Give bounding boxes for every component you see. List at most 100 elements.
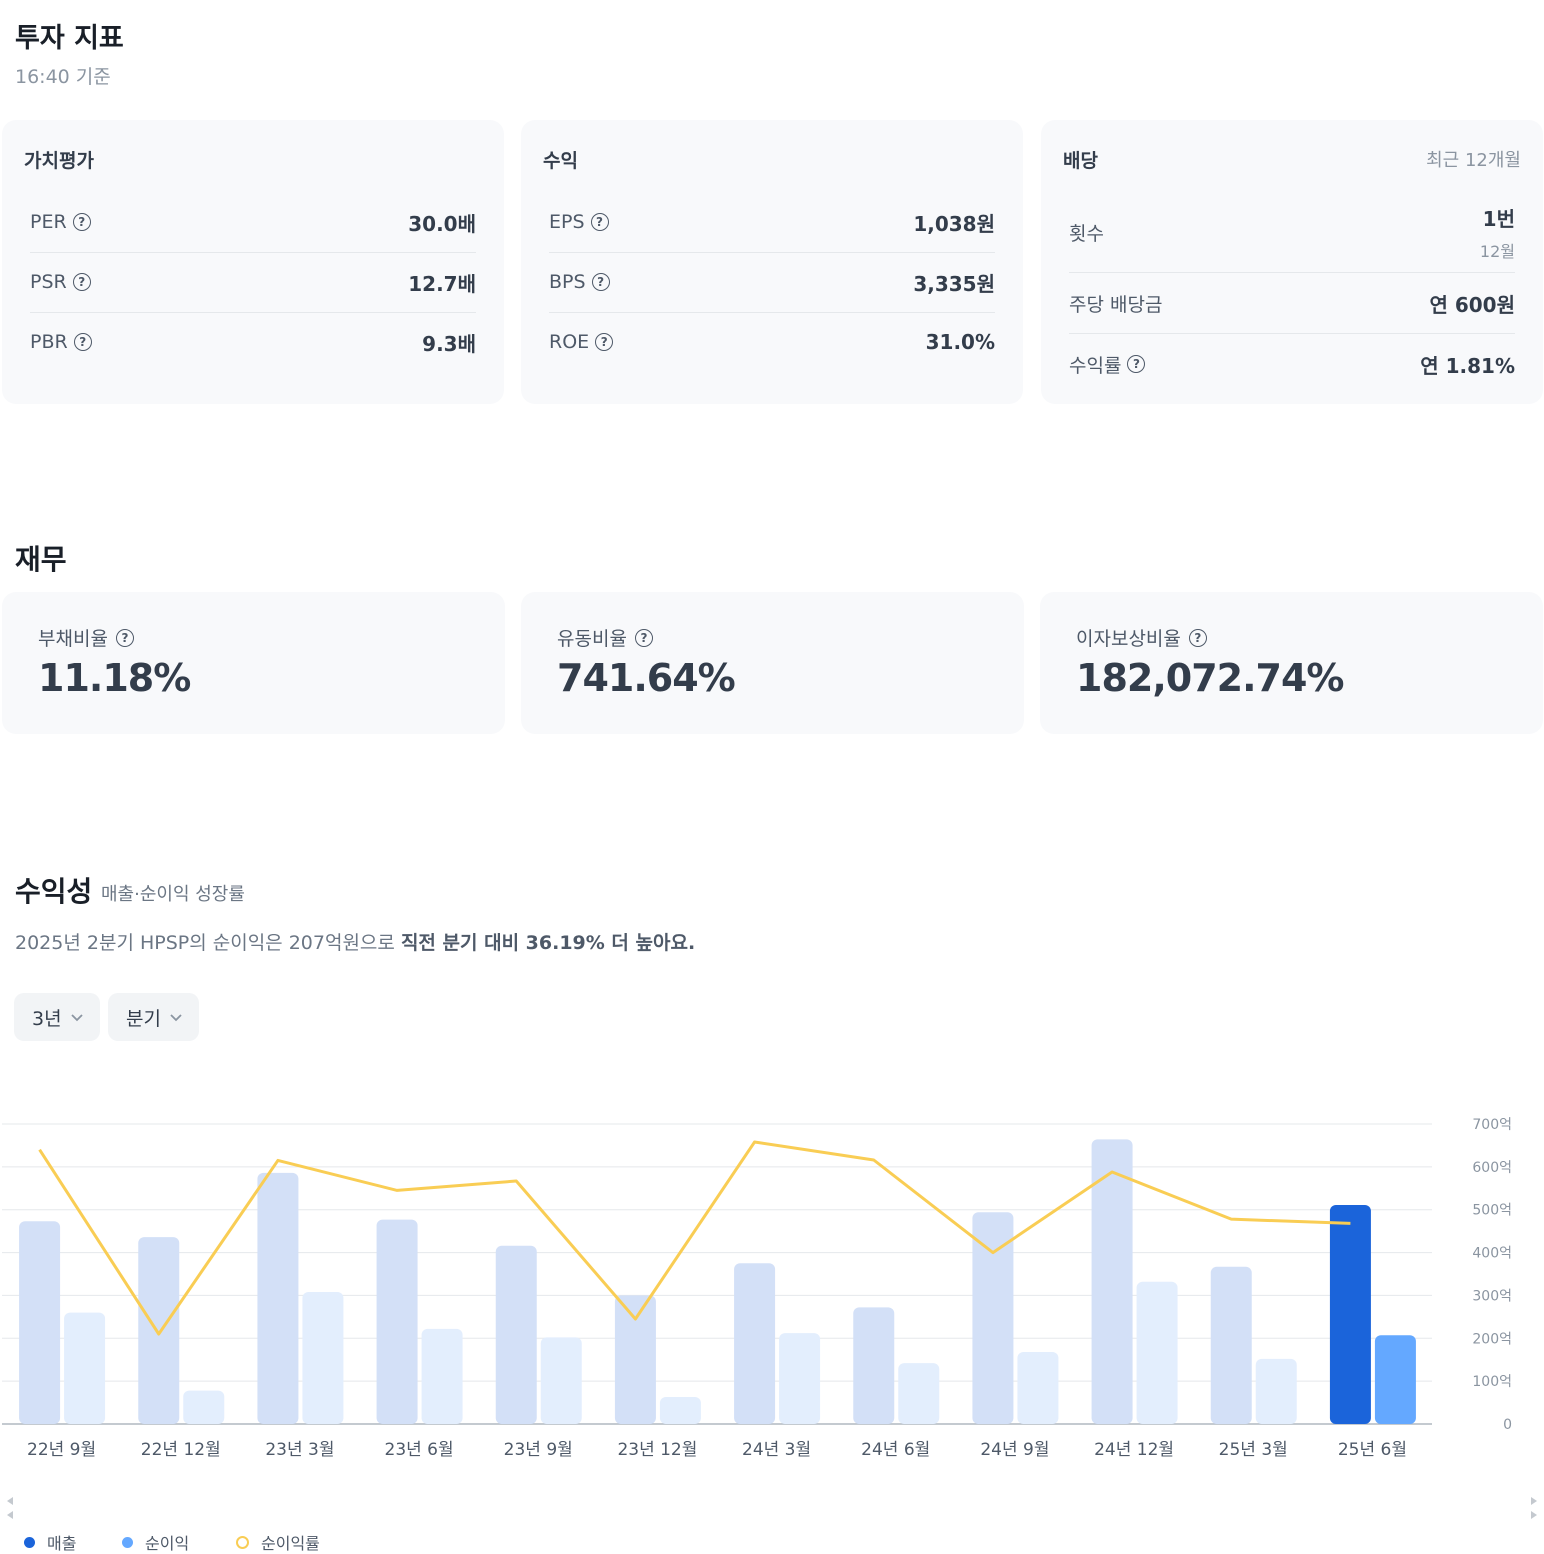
x-tick-label: 24년 3월 bbox=[742, 1440, 811, 1460]
x-tick-label: 24년 6월 bbox=[861, 1440, 930, 1460]
timestamp: 16:40 기준 bbox=[15, 66, 111, 88]
help-circle-icon[interactable]: ? bbox=[634, 628, 653, 647]
metric-row-psr[interactable]: PSR? 12.7배 bbox=[30, 252, 476, 313]
metric-value: 31.0% bbox=[925, 330, 995, 354]
revenue-bar bbox=[257, 1172, 299, 1424]
metric-value: 1번 bbox=[1482, 206, 1515, 231]
period-dropdown-label: 분기 bbox=[126, 1007, 161, 1030]
dividend-period: 최근 12개월 bbox=[1426, 150, 1521, 171]
finance-label: 부채비율 bbox=[38, 628, 108, 650]
finance-value: 11.18% bbox=[38, 656, 191, 700]
metric-value: 9.3배 bbox=[422, 331, 476, 356]
metric-value: 연 600원 bbox=[1429, 292, 1515, 317]
help-circle-icon[interactable]: ? bbox=[595, 333, 614, 351]
help-circle-icon[interactable]: ? bbox=[591, 273, 610, 291]
net-income-bar bbox=[659, 1397, 701, 1424]
revenue-bar bbox=[495, 1245, 537, 1424]
card-title: 가치평가 bbox=[24, 150, 94, 172]
margin-line bbox=[38, 1140, 1351, 1336]
metric-value: 30.0배 bbox=[408, 211, 476, 236]
metric-value: 3,335원 bbox=[913, 271, 995, 296]
help-circle-icon[interactable]: ? bbox=[115, 628, 134, 647]
dividend-per-share-row: 주당 배당금 연 600원 bbox=[1069, 273, 1515, 334]
x-tick-label: 23년 3월 bbox=[265, 1440, 334, 1460]
help-circle-icon[interactable]: ? bbox=[72, 273, 91, 291]
scroll-right-arrow-icon[interactable] bbox=[1529, 1496, 1539, 1522]
help-circle-icon[interactable]: ? bbox=[1127, 355, 1146, 373]
valuation-card: 가치평가 PER? 30.0배 PSR? 12.7배 PBR? 9.3배 bbox=[2, 120, 504, 404]
y-tick-label: 600억 bbox=[1472, 1160, 1512, 1176]
x-tick-label: 25년 6월 bbox=[1338, 1440, 1407, 1460]
net-income-bar bbox=[183, 1390, 225, 1424]
dividend-count-row: 횟수 1번 12월 bbox=[1069, 192, 1515, 273]
profitability-description: 2025년 2분기 HPSP의 순이익은 207억원으로 직전 분기 대비 36… bbox=[15, 928, 695, 955]
metric-label: ROE bbox=[549, 331, 590, 353]
y-tick-label: 100억 bbox=[1472, 1374, 1512, 1390]
net-income-bar bbox=[1136, 1281, 1178, 1424]
metric-label: 수익률 bbox=[1069, 354, 1122, 377]
x-tick-label: 23년 12월 bbox=[617, 1440, 697, 1460]
revenue-bar bbox=[376, 1219, 418, 1424]
period-dropdown[interactable]: 분기 bbox=[108, 993, 199, 1041]
metric-value: 연 1.81% bbox=[1420, 353, 1515, 378]
legend-ring bbox=[236, 1535, 249, 1549]
x-tick-label: 25년 3월 bbox=[1219, 1440, 1288, 1460]
legend-item-revenue: 매출 bbox=[24, 1530, 76, 1554]
finance-label: 이자보상비율 bbox=[1076, 628, 1181, 650]
revenue-bar bbox=[972, 1212, 1014, 1424]
revenue-bar bbox=[734, 1263, 776, 1424]
range-dropdown-label: 3년 bbox=[32, 1007, 62, 1030]
metric-row-per[interactable]: PER? 30.0배 bbox=[30, 192, 476, 253]
profit-card: 수익 EPS? 1,038원 BPS? 3,335원 ROE? 31.0% bbox=[521, 120, 1023, 404]
dividend-yield-row[interactable]: 수익률? 연 1.81% bbox=[1069, 334, 1515, 394]
metric-label: BPS bbox=[549, 271, 586, 293]
metric-label: 횟수 bbox=[1069, 222, 1104, 245]
dividend-month: 12월 bbox=[1479, 241, 1515, 261]
metric-label: EPS bbox=[549, 211, 585, 233]
finance-value: 741.64% bbox=[557, 656, 736, 700]
revenue-bar bbox=[138, 1237, 180, 1424]
net-income-bar bbox=[898, 1363, 940, 1424]
x-tick-label: 23년 9월 bbox=[504, 1440, 573, 1460]
desc-text: 2025년 2분기 HPSP의 순이익은 207억원으로 bbox=[15, 932, 401, 954]
net-income-bar bbox=[64, 1312, 106, 1424]
x-tick-label: 24년 9월 bbox=[980, 1440, 1049, 1460]
help-circle-icon[interactable]: ? bbox=[590, 213, 609, 231]
finance-title: 재무 bbox=[15, 543, 67, 576]
profitability-chart: 700억 600억 500억 400억 300억 200억 100억 0 22년 9월 22년 1… bbox=[2, 1117, 1512, 1460]
net-income-bar bbox=[421, 1328, 463, 1424]
net-income-bar bbox=[302, 1292, 344, 1424]
legend-label: 순이익 bbox=[145, 1534, 190, 1553]
metric-row-roe[interactable]: ROE? 31.0% bbox=[549, 312, 995, 372]
net-income-bar bbox=[779, 1333, 821, 1424]
revenue-bar bbox=[19, 1221, 61, 1424]
profitability-title: 수익성 bbox=[15, 875, 93, 908]
x-tick-label: 22년 9월 bbox=[27, 1440, 96, 1460]
y-tick-label: 200억 bbox=[1472, 1331, 1512, 1347]
finance-label: 유동비율 bbox=[557, 628, 627, 650]
dividend-card: 배당 최근 12개월 횟수 1번 12월 주당 배당금 연 600원 수익률? … bbox=[1041, 120, 1543, 404]
y-tick-label: 500억 bbox=[1472, 1203, 1512, 1219]
metric-label: PSR bbox=[30, 271, 67, 293]
help-circle-icon[interactable]: ? bbox=[73, 333, 92, 351]
desc-highlight: 직전 분기 대비 36.19% 더 높아요. bbox=[400, 932, 696, 954]
metric-label: PBR bbox=[30, 331, 68, 353]
range-dropdown[interactable]: 3년 bbox=[14, 993, 100, 1041]
help-circle-icon[interactable]: ? bbox=[72, 213, 91, 231]
metric-row-eps[interactable]: EPS? 1,038원 bbox=[549, 192, 995, 253]
metric-label: 주당 배당금 bbox=[1069, 293, 1163, 316]
revenue-bar bbox=[614, 1295, 656, 1424]
revenue-bar bbox=[1329, 1205, 1371, 1424]
revenue-bar bbox=[1091, 1139, 1133, 1424]
chevron-down-icon bbox=[70, 1014, 83, 1022]
y-tick-label: 300억 bbox=[1472, 1288, 1512, 1304]
help-circle-icon[interactable]: ? bbox=[1188, 628, 1207, 647]
finance-value: 182,072.74% bbox=[1076, 656, 1344, 700]
metric-row-bps[interactable]: BPS? 3,335원 bbox=[549, 252, 995, 313]
legend-dot bbox=[24, 1536, 35, 1548]
metric-row-pbr[interactable]: PBR? 9.3배 bbox=[30, 312, 476, 372]
x-tick-label: 22년 12월 bbox=[141, 1440, 221, 1460]
y-tick-label: 400억 bbox=[1472, 1246, 1512, 1262]
scroll-left-arrow-icon[interactable] bbox=[5, 1496, 15, 1522]
metric-value: 1,038원 bbox=[913, 211, 995, 236]
